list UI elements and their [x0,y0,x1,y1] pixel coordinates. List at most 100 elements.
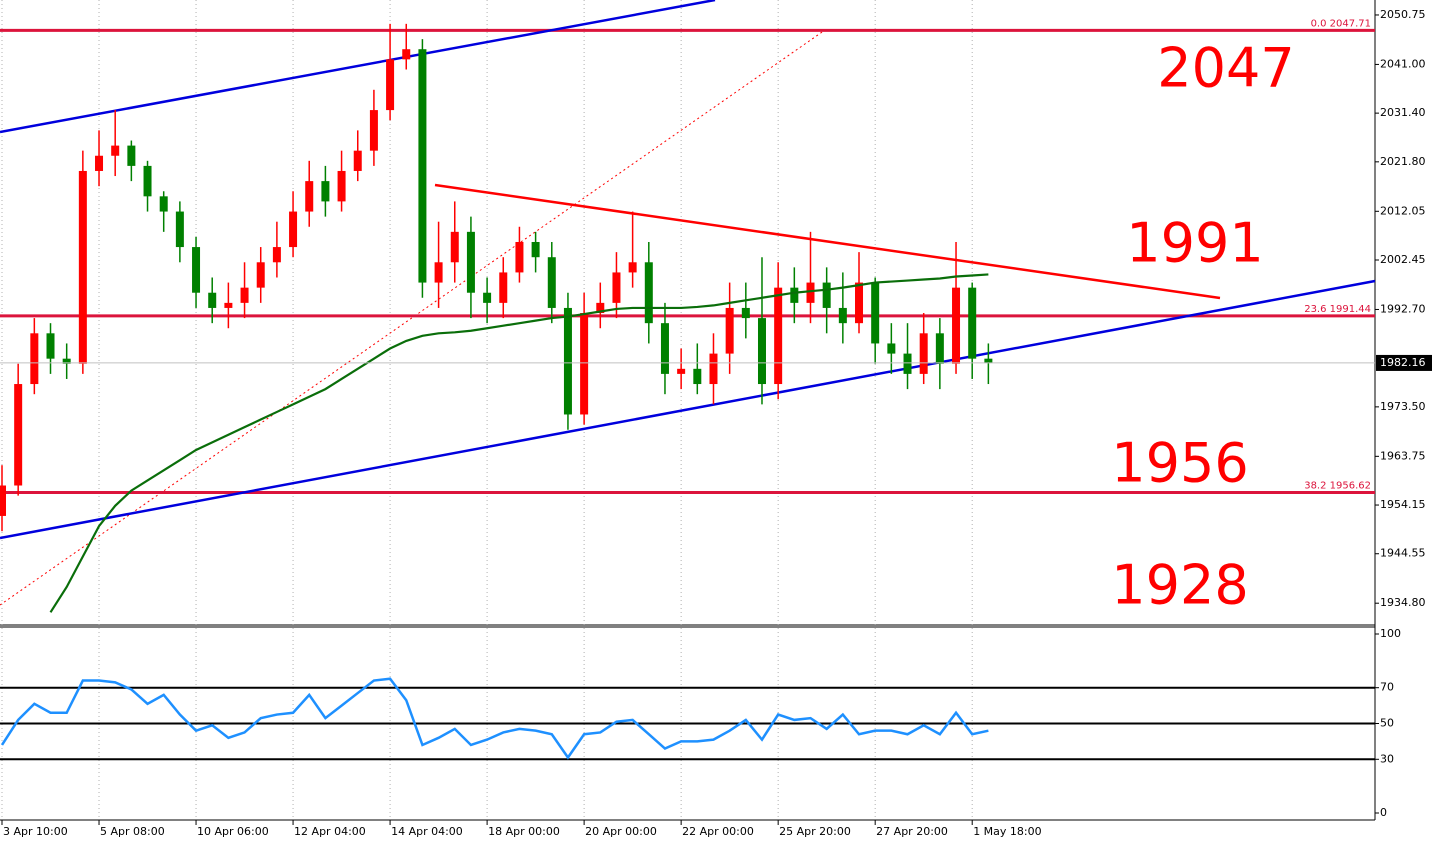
candle-body [95,155,104,171]
y-tick-label: 1944.55 [1380,547,1426,560]
x-tick-label: 22 Apr 00:00 [682,825,754,838]
candle-body [127,145,136,166]
last-price-label: 1982.16 [1380,356,1426,369]
candle-body [240,287,249,303]
price-annotation: 1956 [1111,432,1248,495]
candle-body [693,368,702,385]
y-tick-label: 2041.00 [1380,57,1426,70]
resistance-line [434,183,1221,300]
candle-body [321,181,330,202]
candle-body [806,282,815,303]
candle-body [402,49,411,60]
candle-body [660,323,669,374]
candle-body [272,247,281,263]
candle-body [903,353,912,374]
candle-body [111,145,120,156]
rsi-tick-label: 30 [1380,752,1394,765]
candle-body [256,262,265,288]
rsi-tick-label: 50 [1380,717,1394,730]
candle-body [289,211,298,248]
candle-body [790,287,799,303]
rsi-tick-label: 0 [1380,806,1387,819]
y-tick-label: 1973.50 [1380,400,1426,413]
candle-body [628,262,637,273]
fib-label: 23.6 1991.44 [1304,304,1371,315]
candle-body [46,333,55,359]
candle-body [774,287,783,385]
candle-body [919,333,928,374]
candle-body [871,282,880,344]
y-tick-label: 1954.15 [1380,498,1426,511]
candle-body [224,302,233,308]
fib-label: 38.2 1956.62 [1304,481,1371,492]
candle-body [644,262,653,324]
candle-body [353,150,362,171]
channel-upper [0,0,716,134]
candle-body [596,302,605,314]
candle-body [30,333,39,385]
candle-body [757,318,766,385]
y-tick-label: 1963.75 [1380,449,1426,462]
y-tick-label: 2021.80 [1380,155,1426,168]
rsi-tick-label: 70 [1380,681,1394,694]
candle-body [563,307,572,415]
price-annotation: 1991 [1126,212,1263,275]
candle-body [337,170,346,202]
plot-area: 2047 1991 1956 1928 [0,23,1375,761]
rsi-line [0,677,989,760]
last-price-box [1376,354,1432,371]
x-tick-label: 20 Apr 00:00 [585,825,657,838]
candle-body [305,181,314,212]
y-tick-label: 2031.40 [1380,106,1426,119]
rsi-tick-label: 100 [1380,627,1401,640]
candle-body [725,307,734,354]
candle-body [418,49,427,283]
candle-body [515,241,524,273]
price-annotation: 1928 [1111,554,1248,617]
x-tick-label: 25 Apr 20:00 [779,825,851,838]
fib-label: 0.0 2047.71 [1311,18,1371,29]
candle-body [386,59,395,111]
x-tick-label: 3 Apr 10:00 [3,825,68,838]
candle-body [192,247,201,293]
candle-body [208,292,217,308]
candle-body [709,353,718,385]
channel-lower [0,279,1376,540]
x-tick-label: 27 Apr 20:00 [876,825,948,838]
candle-body [822,282,831,308]
candle-body [531,241,540,258]
y-tick-label: 2002.45 [1380,253,1426,266]
candle-body [677,368,686,374]
y-tick-label: 1934.80 [1380,596,1426,609]
x-tick-label: 1 May 18:00 [973,825,1041,838]
candle-body [0,485,6,516]
y-tick-label: 2012.05 [1380,204,1426,217]
y-tick-label: 1992.70 [1380,302,1426,315]
x-tick-label: 14 Apr 04:00 [391,825,463,838]
candle-body [887,343,896,354]
candle-body [466,231,475,293]
x-tick-label: 18 Apr 00:00 [488,825,560,838]
candle-body [741,307,750,319]
candle-body [984,358,993,363]
fib-levels: 0.0 2047.71 23.6 1991.44 38.2 1956.62 [0,18,1375,495]
moving-average [49,273,989,613]
candle-body [838,307,847,324]
candle-body [62,358,71,364]
candle-body [78,170,87,364]
axes: 2050.75 2041.00 2031.40 2021.80 2012.05 2002.… [1,8,1432,838]
candle-body [968,287,977,359]
candle-body [499,272,508,303]
candle-body [143,165,152,197]
y-tick-label: 2050.75 [1380,8,1426,21]
candle-body [450,231,459,263]
candle-body [612,272,621,303]
candle-body [159,196,168,212]
candle-body [580,313,589,415]
x-tick-label: 10 Apr 06:00 [197,825,269,838]
candle-body [935,333,944,364]
candle-body [14,384,23,486]
candle-body [547,257,556,308]
